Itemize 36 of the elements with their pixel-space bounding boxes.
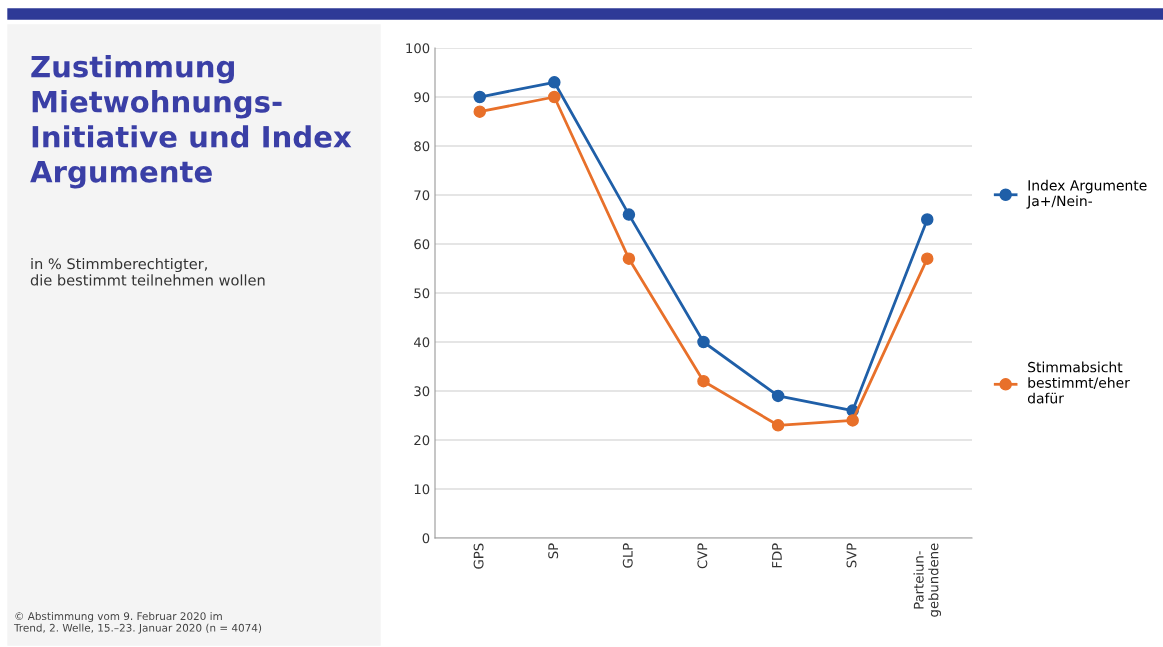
point	[548, 90, 561, 104]
text: © Abstimmung vom 9. Februar 2020 im Trend, 2. Welle, 15.–23. Januar 2020 (n = 4074)	[13, 612, 262, 634]
text: in % Stimmberechtigter, die bestimmt teilnehmen wollen	[30, 258, 265, 286]
x-tick-label: FDP	[772, 543, 782, 568]
point	[697, 374, 710, 388]
x-tick-label: GPS	[473, 543, 484, 569]
point	[771, 419, 785, 432]
x-tick-label: SVP	[846, 543, 857, 568]
point	[622, 208, 636, 221]
y-tick-label: 80	[414, 141, 430, 152]
x-tick-label: Parteiun- gebundene	[913, 543, 942, 617]
x-tick-label: CVP	[697, 543, 708, 569]
y-tick-label: 40	[413, 337, 430, 348]
x-tick-label: GLP	[622, 543, 633, 568]
y-tick-label: 50	[414, 288, 430, 299]
point	[920, 252, 934, 265]
point	[473, 105, 487, 118]
y-tick-label: 100	[406, 43, 430, 54]
point	[920, 213, 934, 226]
point	[846, 414, 859, 427]
point	[473, 90, 487, 104]
point	[622, 252, 636, 265]
legend-label: Stimmabsicht bestimmt/eher dafür	[1027, 361, 1130, 404]
y-tick-label: 60	[414, 239, 430, 250]
text: Zustimmung Mietwohnungs- Initiative und Index Argumente	[30, 55, 352, 189]
point	[697, 335, 710, 349]
y-tick-label: 10	[414, 484, 430, 495]
point	[771, 389, 785, 403]
y-tick-label: 30	[414, 386, 430, 397]
y-tick-label: 90	[414, 92, 430, 103]
point	[548, 76, 561, 89]
y-tick-label: 70	[414, 190, 430, 201]
legend-label: Index Argumente Ja+/Nein-	[1026, 179, 1147, 209]
y-tick-label: 0	[422, 533, 430, 544]
x-tick-label: SP	[548, 543, 559, 559]
y-tick-label: 20	[414, 435, 430, 446]
